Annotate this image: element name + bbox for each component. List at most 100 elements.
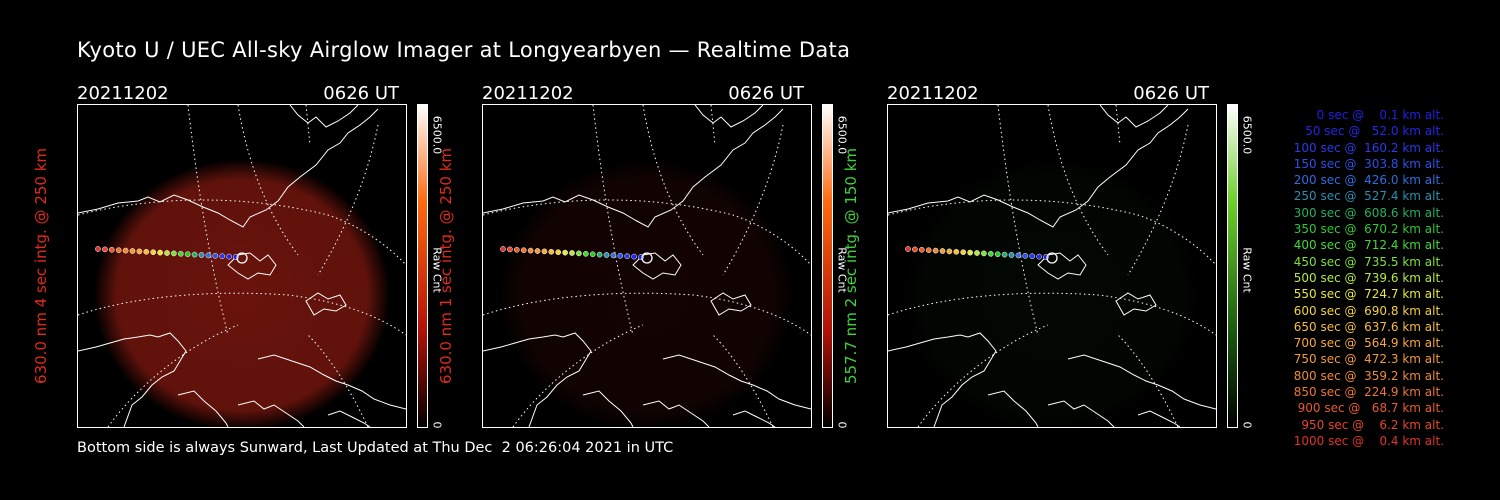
trajectory-dot [912, 246, 918, 253]
trajectory-dot [164, 250, 170, 256]
graticule-line [997, 105, 1039, 336]
trajectory-dot [589, 251, 596, 258]
colorbar [417, 104, 428, 428]
legend-row: 500 sec @ 739.6 km alt. [1289, 270, 1444, 285]
trajectory-dot [157, 249, 163, 256]
graticule-line [712, 334, 774, 427]
graticule-line [237, 105, 299, 256]
coastline [305, 292, 347, 316]
coastline [1137, 410, 1181, 427]
coastline [327, 410, 371, 427]
coastline [710, 292, 752, 316]
airglow-emission [499, 159, 795, 427]
colorbar-max: 6500.0 [1240, 115, 1254, 155]
trajectory-dot [631, 253, 637, 260]
trajectory-dot [1029, 253, 1036, 260]
trajectory-dot [1008, 252, 1015, 258]
graticule-line [107, 324, 239, 427]
coastline [289, 105, 359, 128]
panel-ylabel: 630.0 nm 1 sec intg. @ 250 km [437, 147, 455, 385]
legend-row: 1000 sec @ 0.4 km alt. [1293, 433, 1444, 448]
legend-row: 100 sec @ 160.2 km alt. [1289, 140, 1444, 155]
trajectory-dot [994, 251, 1001, 258]
trajectory-dot [520, 247, 527, 254]
trajectory-dot [555, 249, 562, 256]
trajectory-dot [939, 248, 946, 254]
airglow-emission [94, 159, 390, 427]
trajectory-dot [102, 246, 108, 253]
coastline [732, 410, 776, 427]
graticule-line [1117, 334, 1179, 427]
allsky-image [77, 104, 407, 428]
coastline [257, 354, 406, 410]
trajectory-dot [932, 247, 939, 254]
trajectory-dot [150, 249, 157, 256]
trajectory-dot [500, 246, 506, 252]
trajectory-dot [205, 252, 212, 259]
coastline [227, 252, 277, 280]
graticule-line [592, 105, 634, 336]
trajectory-dot [507, 246, 513, 253]
graticule-line [512, 324, 644, 427]
panel-time: 0626 UT [323, 83, 399, 104]
panel-time: 0626 UT [728, 83, 804, 104]
trajectory-dot [603, 252, 610, 258]
legend-row: 950 sec @ 6.2 km alt. [1297, 417, 1444, 432]
page-title: Kyoto U / UEC All-sky Airglow Imager at … [77, 38, 851, 62]
coastline [1037, 252, 1087, 280]
airglow-panel-630nm-4s: 20211202 0626 UT 630.0 nm 4 sec intg. @ … [32, 80, 477, 430]
trajectory-dot [576, 250, 582, 257]
trajectory-dot [981, 250, 987, 257]
trajectory-dot [624, 253, 631, 260]
trajectory-dot [953, 248, 960, 255]
legend-row: 450 sec @ 735.5 km alt. [1289, 254, 1444, 269]
trajectory-dot [191, 251, 198, 258]
trajectory-dot [569, 250, 575, 256]
coastline [528, 332, 592, 427]
legend-row: 50 sec @ 52.0 km alt. [1297, 124, 1444, 139]
altitude-legend: 0 sec @ 0.1 km alt. 50 sec @ 52.0 km alt… [1262, 107, 1444, 449]
trajectory-dot [960, 249, 967, 256]
trajectory-dot [177, 250, 184, 257]
trajectory-dot [527, 247, 534, 254]
trajectory-dot [617, 252, 624, 259]
trajectory-dot [918, 246, 925, 253]
trajectory-dot [905, 246, 911, 252]
trajectory-dot [548, 248, 555, 255]
coastline [642, 400, 710, 427]
graticule-line [187, 105, 229, 336]
graticule-line [483, 199, 811, 266]
trajectory-dot [541, 248, 548, 255]
legend-row: 900 sec @ 68.7 km alt. [1293, 401, 1444, 416]
coastline [1099, 105, 1169, 128]
coastline [1067, 354, 1216, 410]
legend-row: 350 sec @ 670.2 km alt. [1289, 222, 1444, 237]
panel-ylabel: 630.0 nm 4 sec intg. @ 250 km [32, 147, 50, 385]
trajectory-dot [925, 247, 932, 254]
airglow-panel-630nm-1s: 20211202 0626 UT 630.0 nm 1 sec intg. @ … [437, 80, 882, 430]
station-marker-icon [236, 252, 248, 264]
legend-row: 150 sec @ 303.8 km alt. [1289, 156, 1444, 171]
trajectory-dot [115, 247, 122, 254]
panel-date: 20211202 [482, 83, 574, 104]
trajectory-dot [122, 247, 129, 254]
coastline [888, 334, 969, 352]
trajectory-dot [171, 250, 177, 257]
legend-row: 400 sec @ 712.4 km alt. [1289, 238, 1444, 253]
trajectory-dot [974, 250, 980, 256]
airglow-panel-557nm-2s: 20211202 0626 UT 557.7 nm 2 sec intg. @ … [842, 80, 1287, 430]
legend-row: 200 sec @ 426.0 km alt. [1289, 173, 1444, 188]
trajectory-dot [562, 249, 568, 256]
trajectory-dot [534, 248, 541, 254]
legend-row: 750 sec @ 472.3 km alt. [1289, 352, 1444, 367]
trajectory-dot [596, 251, 603, 258]
graticule-line [642, 105, 704, 256]
trajectory-dot [198, 252, 205, 258]
trajectory-dot [1036, 253, 1042, 260]
graticule-line [78, 199, 406, 266]
allsky-image [887, 104, 1217, 428]
panel-date: 20211202 [887, 83, 979, 104]
graticule-line [1047, 105, 1109, 256]
coastline [78, 334, 159, 352]
coastline [987, 390, 1039, 427]
